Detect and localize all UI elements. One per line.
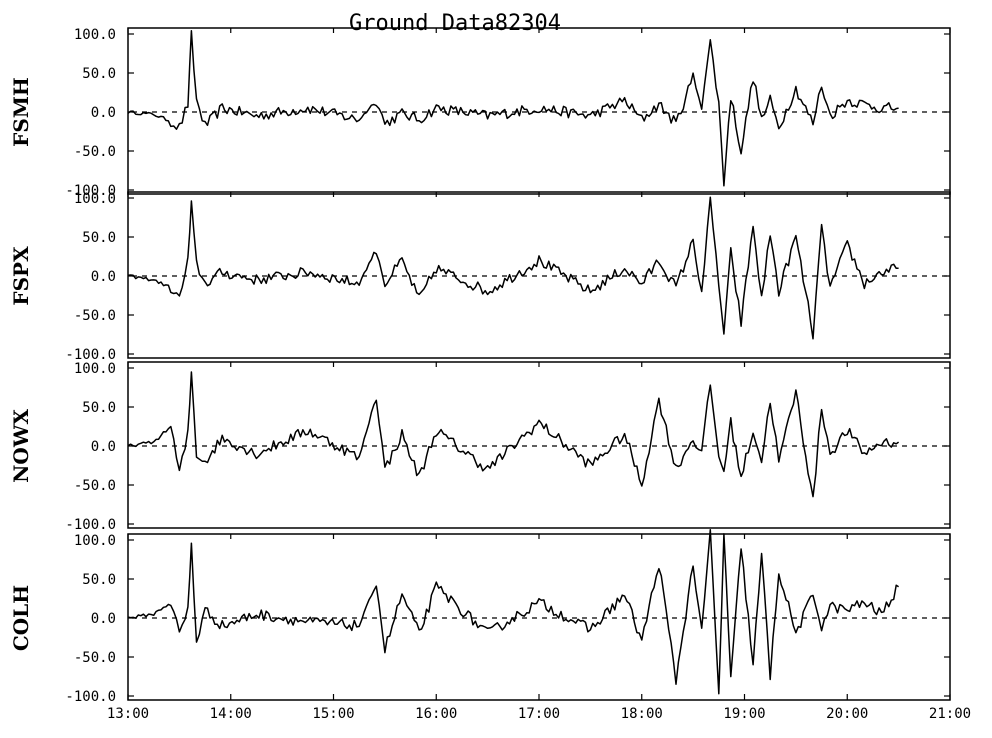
panel-frame <box>128 192 950 358</box>
panel-colh: 100.0 50.0 0.0 -50.0 -100.0 COLH <box>9 530 950 705</box>
x-tick-label: 17:00 <box>518 706 560 722</box>
y-tick-label: -50.0 <box>74 308 116 324</box>
x-tick-label: 19:00 <box>723 706 765 722</box>
x-tick-label: 21:00 <box>929 706 971 722</box>
series-line-fspx <box>128 197 899 339</box>
x-tick-label: 14:00 <box>210 706 252 722</box>
chart-title: Ground Data82304 <box>349 11 561 36</box>
panel-frame <box>128 362 950 528</box>
y-tick-label: -50.0 <box>74 144 116 160</box>
y-tick-label: 50.0 <box>82 230 116 246</box>
y-tick-label: 0.0 <box>91 105 116 121</box>
y-tick-label: -100.0 <box>65 517 116 533</box>
series-line-fsmh <box>128 31 899 186</box>
x-tick-label: 15:00 <box>312 706 354 722</box>
y-axis-label: NOWX <box>9 409 33 483</box>
y-axis-label: FSMH <box>9 77 33 147</box>
series-line-nowx <box>128 372 899 497</box>
y-axis-label: COLH <box>9 585 33 651</box>
y-axis-label: FSPX <box>9 246 33 306</box>
x-tick-label: 20:00 <box>826 706 868 722</box>
y-tick-label: 0.0 <box>91 611 116 627</box>
panel-frame <box>128 28 950 194</box>
y-tick-label: -50.0 <box>74 478 116 494</box>
y-tick-label: 0.0 <box>91 269 116 285</box>
x-axis: 13:00 14:00 15:00 16:00 17:00 18:00 19:00 20:00… <box>107 694 971 722</box>
y-tick-label: 100.0 <box>74 27 116 43</box>
panel-nowx: 100.0 50.0 0.0 -50.0 -100.0 NOWX <box>9 361 950 533</box>
x-tick-label: 18:00 <box>621 706 663 722</box>
y-tick-label: 100.0 <box>74 191 116 207</box>
y-tick-label: 100.0 <box>74 533 116 549</box>
x-tick-label: 16:00 <box>415 706 457 722</box>
y-tick-label: 50.0 <box>82 572 116 588</box>
x-tick-label: 13:00 <box>107 706 149 722</box>
panels-layer: 100.0 50.0 0.0 -50.0 -100.0 FSMH 100.0 50.0 0.0 -… <box>9 27 950 705</box>
y-tick-label: 0.0 <box>91 439 116 455</box>
y-tick-label: 100.0 <box>74 361 116 377</box>
series-line-colh <box>128 530 899 694</box>
y-tick-label: 50.0 <box>82 400 116 416</box>
y-tick-label: -100.0 <box>65 689 116 705</box>
y-tick-label: 50.0 <box>82 66 116 82</box>
y-tick-label: -50.0 <box>74 650 116 666</box>
